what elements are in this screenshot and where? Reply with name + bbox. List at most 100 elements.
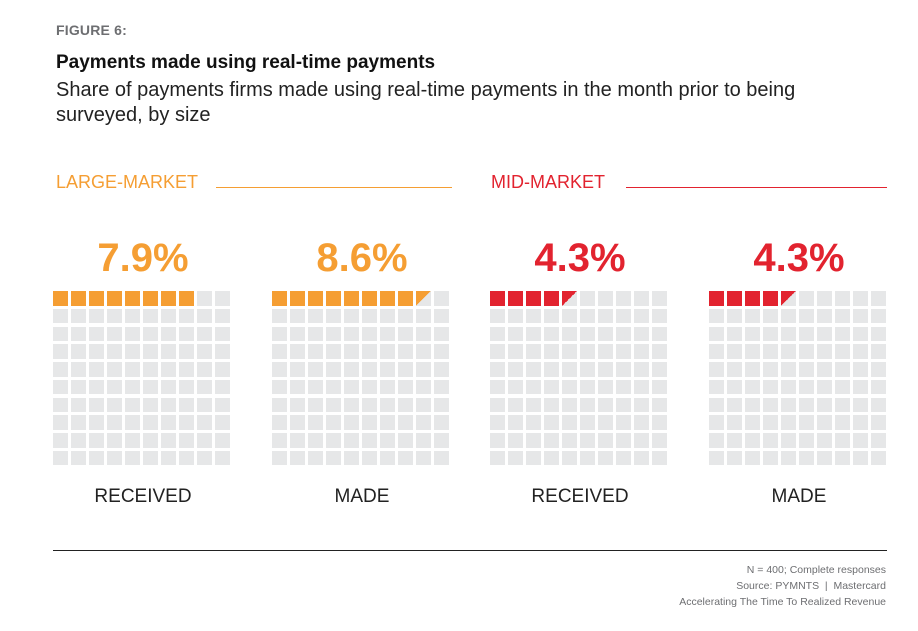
- waffle-cell-empty: [308, 450, 323, 466]
- waffle-cell-empty: [272, 397, 287, 412]
- footer-report: Accelerating The Time To Realized Revenu…: [679, 596, 886, 608]
- waffle-cell-empty: [709, 433, 724, 448]
- waffle-cell-empty: [871, 450, 886, 466]
- waffle-cell-empty: [434, 397, 449, 412]
- waffle-cell-empty: [634, 397, 649, 412]
- waffle-cell-empty: [326, 326, 341, 341]
- waffle-cell-empty: [308, 344, 323, 359]
- waffle-cell-empty: [817, 344, 832, 359]
- waffle-cell-empty: [544, 397, 559, 412]
- waffle-cell-empty: [652, 433, 667, 448]
- waffle-cell-empty: [215, 379, 230, 395]
- waffle-cell-empty: [562, 326, 577, 341]
- waffle-cell-empty: [434, 326, 449, 341]
- waffle-cell-empty: [763, 450, 778, 466]
- waffle-cell-empty: [125, 326, 140, 341]
- waffle-cell-empty: [179, 450, 194, 466]
- waffle-cell-filled: [763, 291, 778, 306]
- waffle-cell-empty: [562, 397, 577, 412]
- waffle-cell-empty: [197, 362, 212, 377]
- waffle-cell-empty: [434, 344, 449, 359]
- waffle-cell-empty: [53, 397, 68, 412]
- value-label: 8.6%: [316, 236, 408, 280]
- waffle-cell-empty: [526, 326, 541, 341]
- waffle-cell-empty: [215, 362, 230, 377]
- waffle-cell-empty: [799, 379, 814, 395]
- waffle-cell-empty: [598, 415, 613, 430]
- waffle-cell-empty: [871, 433, 886, 448]
- waffle-cell-empty: [709, 344, 724, 359]
- waffle-cell-empty: [508, 415, 523, 430]
- waffle-cell-empty: [272, 326, 287, 341]
- waffle-cell-empty: [853, 379, 868, 395]
- waffle-cell-empty: [490, 344, 505, 359]
- waffle-cell-empty: [344, 397, 359, 412]
- waffle-cell-empty: [143, 362, 158, 377]
- waffle-cell-empty: [161, 415, 176, 430]
- waffle-cell-empty: [215, 326, 230, 341]
- waffle-cell-empty: [290, 362, 305, 377]
- waffle-cell-empty: [544, 379, 559, 395]
- waffle-cell-empty: [544, 326, 559, 341]
- waffle-cell-empty: [598, 326, 613, 341]
- waffle-cell-empty: [53, 415, 68, 430]
- waffle-cell-empty: [434, 308, 449, 324]
- waffle-cell-empty: [652, 308, 667, 324]
- waffle-cell-empty: [398, 344, 413, 359]
- waffle-cell-empty: [344, 433, 359, 448]
- waffle-cell-empty: [416, 362, 431, 377]
- waffle-cell-empty: [634, 450, 649, 466]
- waffle-cell-empty: [745, 362, 760, 377]
- waffle-cell-empty: [508, 433, 523, 448]
- waffle-cell-empty: [871, 308, 886, 324]
- waffle-cell-empty: [380, 379, 395, 395]
- waffle-cell-empty: [745, 397, 760, 412]
- waffle-cell-empty: [215, 291, 230, 306]
- waffle-cell-empty: [398, 415, 413, 430]
- waffle-cell-empty: [326, 308, 341, 324]
- value-label: 4.3%: [534, 236, 626, 280]
- waffle-cell-empty: [71, 397, 86, 412]
- waffle-cell-empty: [562, 379, 577, 395]
- waffle-cell-partial: [416, 291, 431, 306]
- value-label: 7.9%: [97, 236, 189, 280]
- waffle-cell-empty: [143, 379, 158, 395]
- waffle-cell-filled: [326, 291, 341, 306]
- waffle-cell-empty: [799, 326, 814, 341]
- waffle-cell-partial: [781, 291, 796, 306]
- waffle-cell-empty: [380, 433, 395, 448]
- waffle-cell-empty: [817, 308, 832, 324]
- waffle-cell-filled: [544, 291, 559, 306]
- waffle-cell-empty: [598, 450, 613, 466]
- waffle-cell-empty: [817, 433, 832, 448]
- waffle-cell-empty: [290, 433, 305, 448]
- waffle-cell-empty: [817, 397, 832, 412]
- group-divider-large-market: [216, 187, 452, 188]
- waffle-cell-empty: [380, 344, 395, 359]
- waffle-cell-empty: [161, 379, 176, 395]
- waffle-cell-empty: [835, 326, 850, 341]
- waffle-cell-empty: [89, 344, 104, 359]
- waffle-cell-empty: [835, 415, 850, 430]
- waffle-cell-empty: [634, 326, 649, 341]
- waffle-cell-empty: [709, 415, 724, 430]
- waffle-grid: [272, 291, 452, 469]
- waffle-cell-empty: [616, 326, 631, 341]
- waffle-cell-empty: [290, 397, 305, 412]
- waffle-cell-empty: [616, 362, 631, 377]
- waffle-cell-empty: [634, 291, 649, 306]
- waffle-cell-empty: [143, 344, 158, 359]
- waffle-cell-empty: [344, 450, 359, 466]
- waffle-cell-empty: [161, 344, 176, 359]
- waffle-cell-empty: [763, 415, 778, 430]
- waffle-cell-empty: [362, 362, 377, 377]
- waffle-cell-empty: [490, 362, 505, 377]
- waffle-cell-empty: [580, 326, 595, 341]
- waffle-cell-empty: [308, 397, 323, 412]
- waffle-cell-empty: [871, 362, 886, 377]
- waffle-cell-empty: [781, 379, 796, 395]
- waffle-cell-empty: [53, 450, 68, 466]
- waffle-cell-empty: [544, 433, 559, 448]
- waffle-cell-empty: [89, 308, 104, 324]
- waffle-cell-empty: [89, 379, 104, 395]
